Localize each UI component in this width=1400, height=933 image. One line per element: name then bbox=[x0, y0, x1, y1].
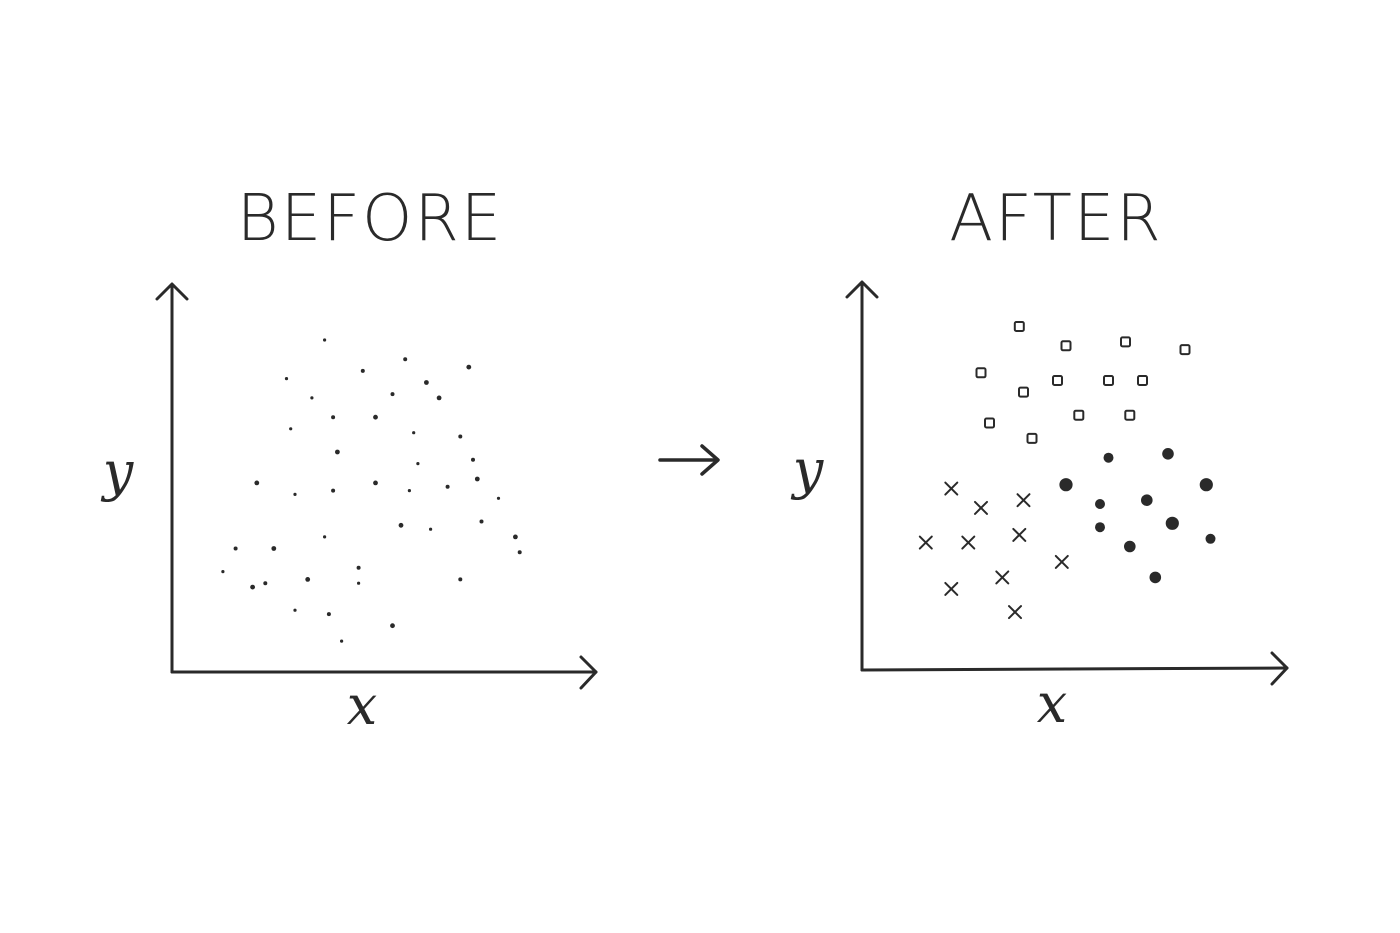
before-point bbox=[398, 522, 404, 528]
after-point-square bbox=[1179, 344, 1191, 356]
before-point bbox=[373, 480, 378, 486]
before-x-axis-arrowhead bbox=[579, 655, 598, 690]
after-point-square bbox=[1060, 340, 1072, 352]
after-point-dot bbox=[1165, 516, 1179, 530]
after-point-cross bbox=[1008, 605, 1022, 620]
after-point-dot bbox=[1205, 533, 1216, 544]
after-point-dot bbox=[1095, 499, 1105, 509]
after-point-dot bbox=[1162, 448, 1174, 460]
before-point bbox=[326, 612, 331, 617]
before-point bbox=[250, 584, 256, 590]
before-point bbox=[471, 457, 475, 462]
before-point bbox=[429, 527, 433, 531]
after-point-square bbox=[1120, 336, 1131, 348]
before-point bbox=[293, 608, 297, 612]
before-point bbox=[436, 395, 442, 401]
before-point bbox=[407, 489, 411, 493]
after-point-cross bbox=[944, 481, 959, 496]
after-point-dot bbox=[1141, 494, 1153, 507]
after-point-square bbox=[1018, 386, 1029, 398]
after-point-dot bbox=[1103, 452, 1114, 463]
after-x-label: x bbox=[1037, 672, 1067, 735]
before-point bbox=[305, 577, 311, 582]
before-point bbox=[466, 364, 472, 370]
before-point bbox=[403, 357, 408, 362]
before-point bbox=[445, 484, 450, 489]
after-point-cross bbox=[974, 500, 988, 515]
before-point bbox=[517, 550, 522, 555]
before-point bbox=[479, 519, 484, 524]
before-point bbox=[233, 546, 238, 551]
after-title: AFTER bbox=[949, 182, 1162, 256]
before-point bbox=[356, 565, 361, 570]
before-point bbox=[323, 338, 327, 342]
before-point bbox=[424, 380, 429, 385]
right-arrow-icon bbox=[658, 444, 720, 476]
after-panel: AFTER y x bbox=[791, 182, 1289, 735]
before-point bbox=[293, 492, 297, 496]
after-point-square bbox=[1124, 409, 1136, 421]
after-point-square bbox=[1052, 375, 1063, 386]
after-point-cross bbox=[961, 535, 976, 550]
before-point bbox=[496, 496, 501, 500]
after-point-cross bbox=[944, 581, 959, 596]
after-x-axis bbox=[860, 666, 1289, 672]
after-point-dot bbox=[1124, 540, 1136, 553]
before-y-axis-arrowhead bbox=[155, 282, 189, 301]
before-point bbox=[323, 535, 327, 539]
after-point-cross bbox=[1054, 554, 1069, 569]
after-point-cross bbox=[1016, 493, 1031, 508]
before-y-label: y bbox=[101, 440, 135, 503]
before-point bbox=[221, 570, 225, 574]
before-point bbox=[335, 449, 340, 455]
before-point bbox=[310, 396, 314, 400]
after-point-dot bbox=[1149, 571, 1162, 584]
after-y-axis-arrowhead bbox=[845, 280, 879, 299]
after-point-square bbox=[984, 417, 995, 429]
before-point bbox=[412, 431, 416, 435]
before-point bbox=[331, 415, 336, 420]
after-point-dot bbox=[1095, 522, 1105, 533]
before-point bbox=[263, 581, 268, 586]
before-point bbox=[289, 427, 293, 431]
after-point-square bbox=[1026, 432, 1038, 444]
before-point bbox=[458, 577, 463, 582]
before-panel: BEFORE y x bbox=[101, 182, 598, 737]
before-point bbox=[284, 377, 289, 381]
after-point-cross bbox=[1012, 527, 1027, 542]
before-point bbox=[474, 476, 480, 482]
before-point bbox=[331, 488, 336, 493]
after-point-square bbox=[1137, 375, 1148, 386]
after-y-label: y bbox=[791, 438, 825, 501]
after-point-square bbox=[1013, 321, 1025, 332]
after-point-square bbox=[975, 367, 987, 379]
after-point-square bbox=[1103, 375, 1114, 386]
before-point bbox=[458, 434, 463, 439]
after-point-cross bbox=[918, 535, 933, 550]
before-title: BEFORE bbox=[237, 182, 503, 256]
before-point bbox=[390, 392, 395, 397]
after-x-axis-arrowhead bbox=[1270, 651, 1289, 686]
before-point bbox=[340, 639, 344, 643]
after-points bbox=[918, 321, 1216, 620]
after-point-dot bbox=[1199, 478, 1213, 492]
before-point bbox=[513, 534, 518, 540]
after-point-square bbox=[1073, 409, 1085, 421]
before-point bbox=[360, 368, 365, 373]
before-point bbox=[271, 546, 277, 551]
before-point bbox=[254, 480, 260, 486]
before-x-label: x bbox=[347, 674, 377, 737]
before-point bbox=[390, 623, 395, 629]
before-point bbox=[357, 581, 361, 585]
before-points bbox=[221, 338, 522, 643]
before-point bbox=[373, 414, 378, 420]
after-point-cross bbox=[995, 570, 1010, 585]
before-point bbox=[416, 462, 420, 466]
after-point-dot bbox=[1059, 478, 1073, 492]
